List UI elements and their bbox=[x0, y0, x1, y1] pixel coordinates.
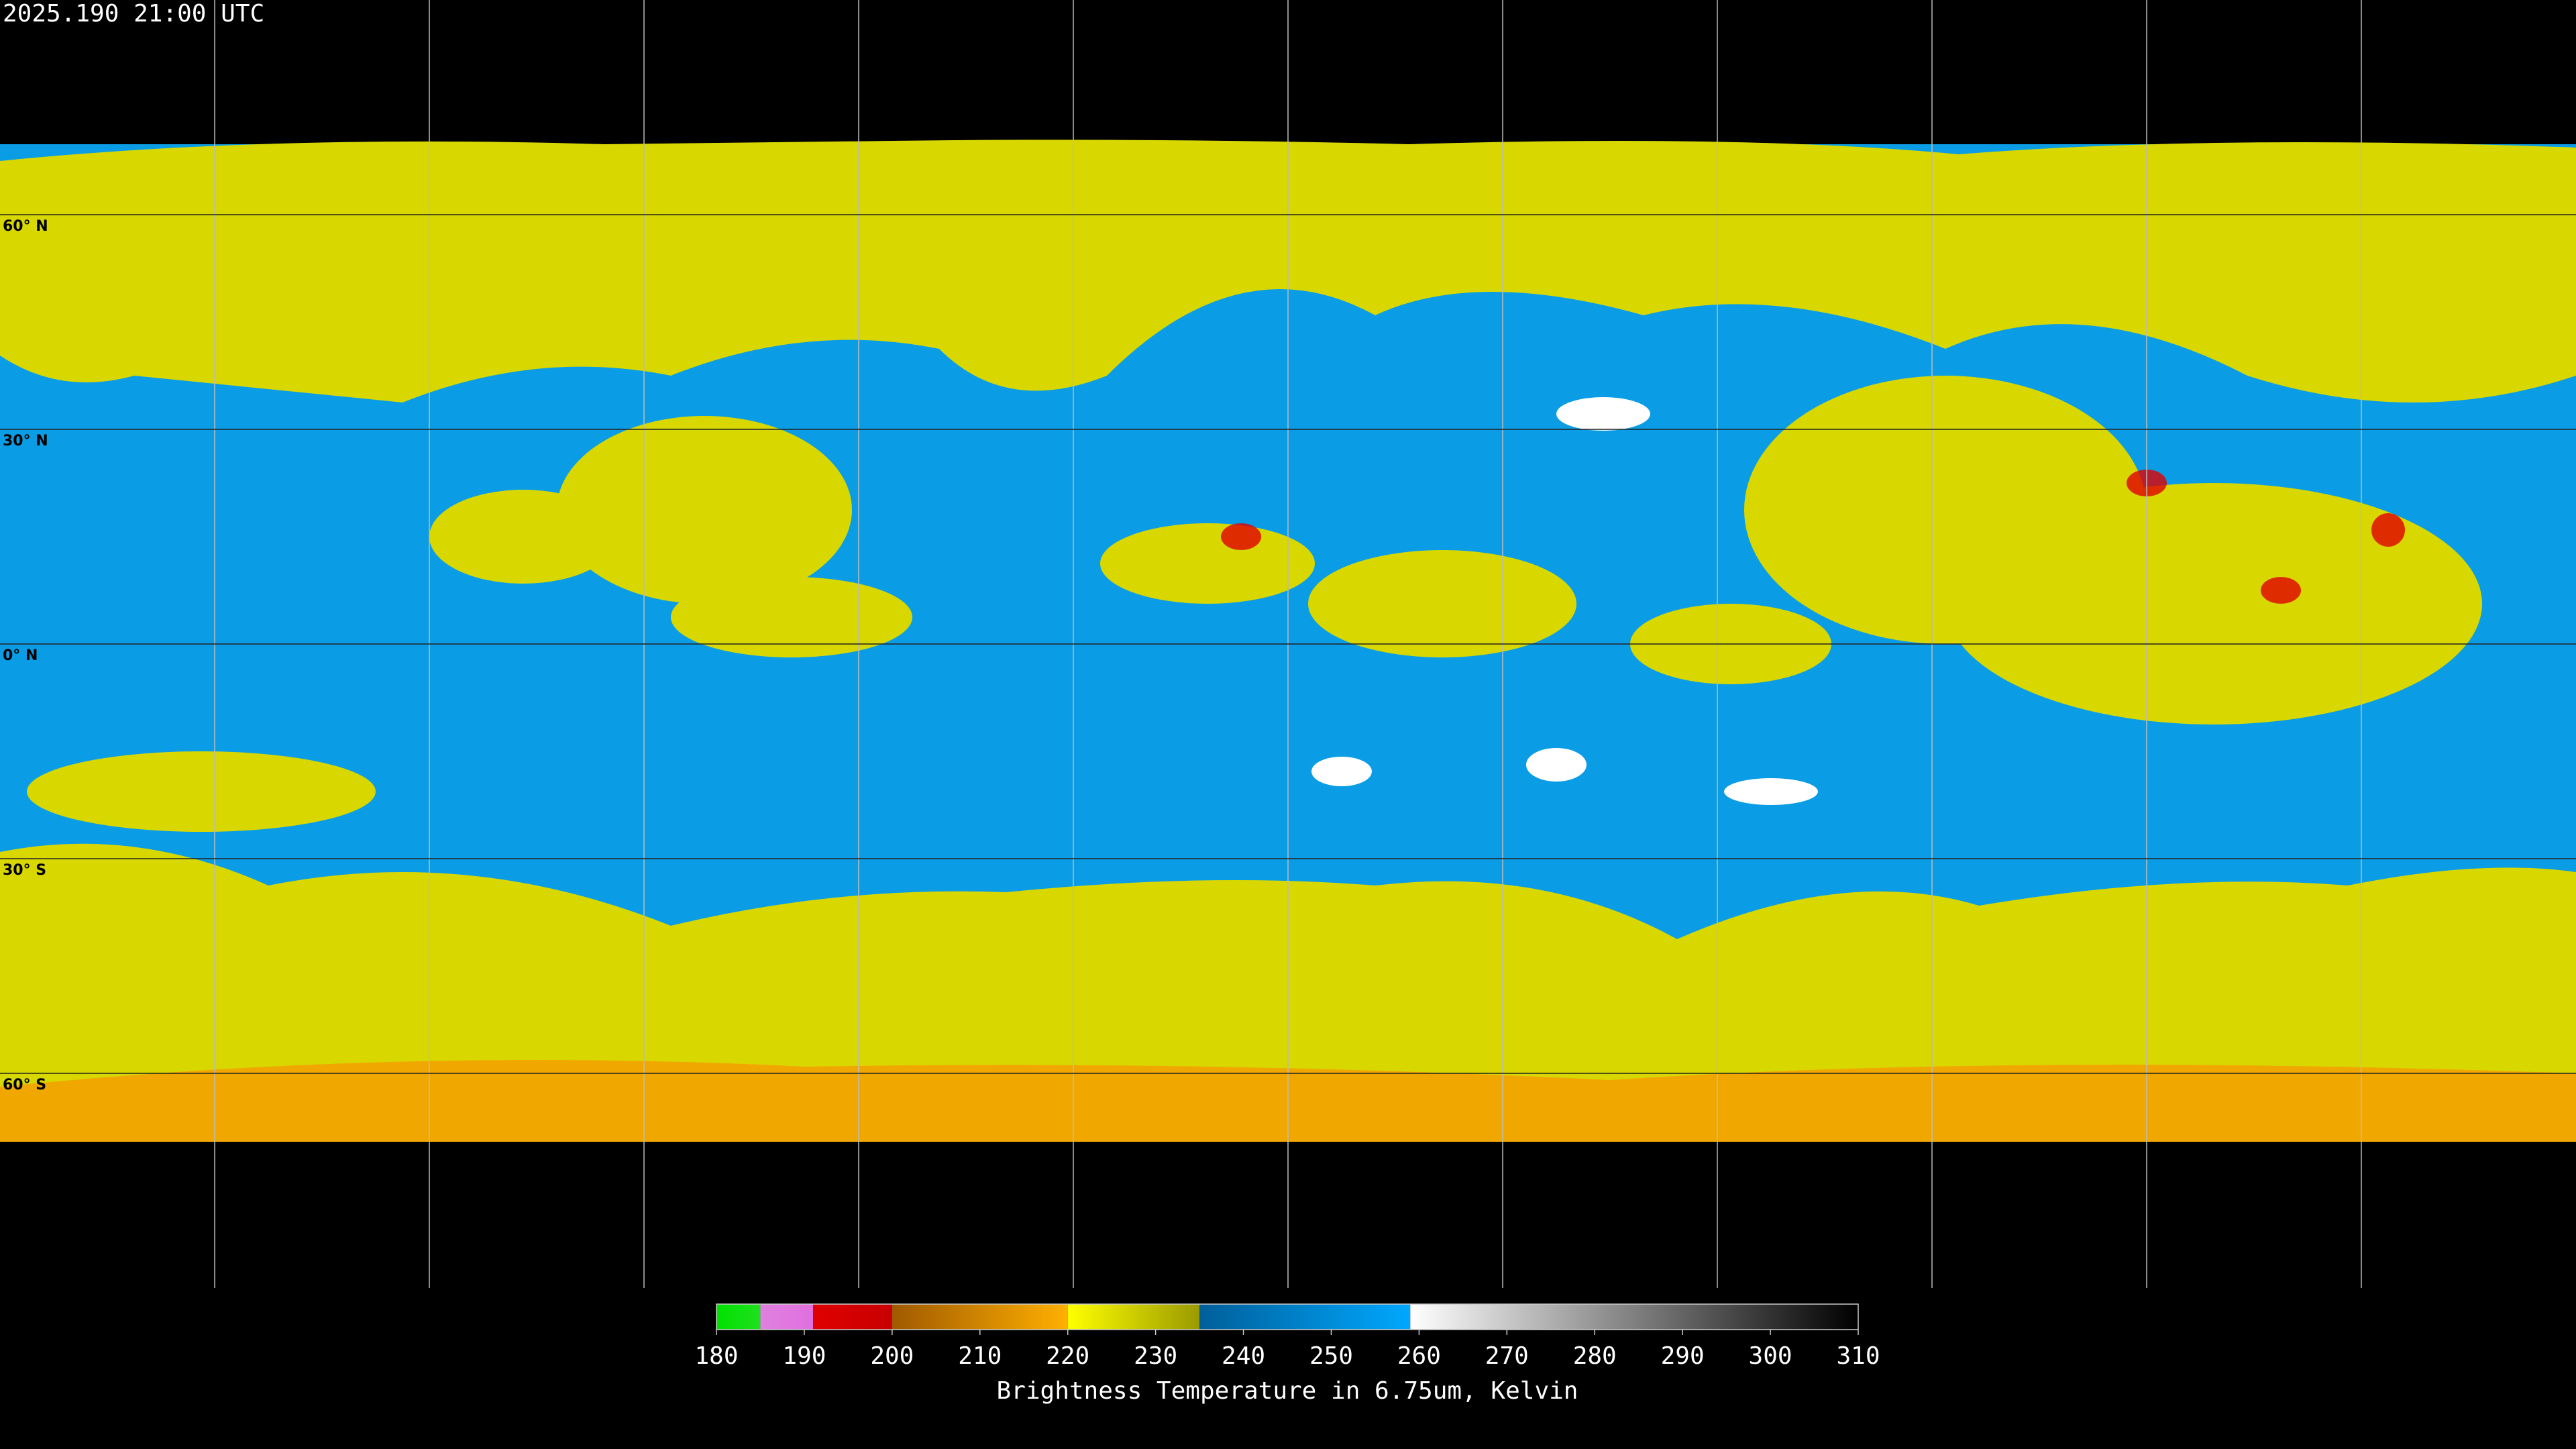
very-dry-patches bbox=[1311, 397, 1818, 805]
latitude-label: 30° N bbox=[3, 433, 48, 449]
colorbar-tick-label: 310 bbox=[1836, 1342, 1880, 1370]
colorbar-segment bbox=[1410, 1304, 1858, 1330]
colorbar-tick-label: 290 bbox=[1661, 1342, 1705, 1370]
colorbar-segment bbox=[760, 1304, 814, 1330]
colorbar-segment bbox=[892, 1304, 1068, 1330]
colorbar-segment bbox=[1199, 1304, 1411, 1330]
deep-convection bbox=[1221, 470, 2405, 604]
colorbar-tick-label: 270 bbox=[1485, 1342, 1529, 1370]
latitude-label: 60° N bbox=[3, 218, 48, 235]
graticule: 60° N 30° N 0° N 30° S 60° S bbox=[0, 0, 2576, 1288]
colorbar-tick-label: 220 bbox=[1046, 1342, 1089, 1370]
colorbar-tick-label: 260 bbox=[1397, 1342, 1441, 1370]
colorbar-tick-label: 250 bbox=[1309, 1342, 1353, 1370]
tropical-clouds bbox=[27, 376, 2482, 832]
latitude-label: 0° N bbox=[3, 647, 38, 664]
colorbar-segment bbox=[813, 1304, 892, 1330]
timestamp: 2025.190 21:00 UTC bbox=[3, 0, 264, 28]
colorbar-title: Brightness Temperature in 6.75um, Kelvin bbox=[997, 1377, 1578, 1405]
colorbar-tick-label: 210 bbox=[958, 1342, 1002, 1370]
colorbar-frame bbox=[716, 1303, 1859, 1330]
colorbar-tick-label: 240 bbox=[1222, 1342, 1265, 1370]
colorbar-tick-label: 180 bbox=[694, 1342, 738, 1370]
latitude-label: 30° S bbox=[3, 862, 46, 879]
colorbar-tick-label: 190 bbox=[782, 1342, 826, 1370]
colorbar-tick-label: 230 bbox=[1134, 1342, 1177, 1370]
colorbar-tick-label: 300 bbox=[1749, 1342, 1792, 1370]
colorbar-segment bbox=[1067, 1304, 1200, 1330]
latitude-label: 60° S bbox=[3, 1077, 46, 1093]
colorbar-tick-label: 280 bbox=[1573, 1342, 1617, 1370]
colorbar-segment bbox=[716, 1304, 761, 1330]
colorbar-tick-label: 200 bbox=[870, 1342, 914, 1370]
